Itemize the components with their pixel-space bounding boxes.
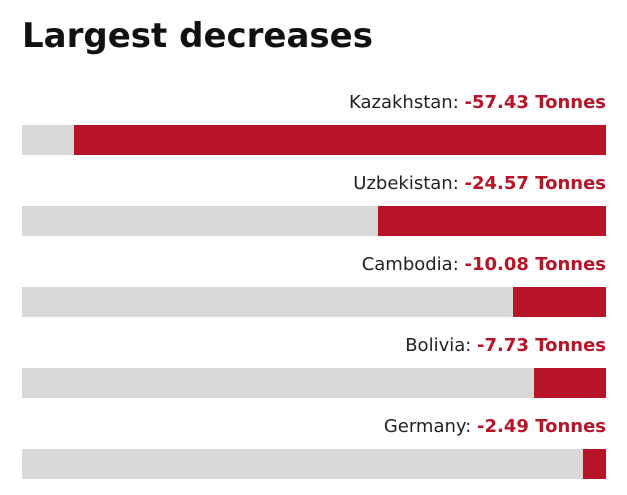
bar-label: Bolivia: -7.73 Tonnes [405, 335, 606, 356]
bar-label: Kazakhstan: -57.43 Tonnes [349, 92, 606, 113]
bar-track [22, 206, 606, 236]
value-label: -24.57 Tonnes [464, 173, 606, 194]
country-name: Uzbekistan [353, 173, 453, 194]
bar-label: Germany: -2.49 Tonnes [383, 416, 606, 437]
bar-track [22, 368, 606, 398]
chart-title: Largest decreases [22, 16, 373, 56]
bar-row-bolivia: Bolivia: -7.73 Tonnes [22, 333, 606, 403]
bar-track [22, 449, 606, 479]
bar-row-germany: Germany: -2.49 Tonnes [22, 414, 606, 484]
bar-row-cambodia: Cambodia: -10.08 Tonnes [22, 252, 606, 322]
value-label: -2.49 Tonnes [477, 416, 606, 437]
bar-fill [583, 449, 606, 479]
value-label: -10.08 Tonnes [464, 254, 606, 275]
bar-row-kazakhstan: Kazakhstan: -57.43 Tonnes [22, 90, 606, 160]
value-label: -7.73 Tonnes [477, 335, 606, 356]
bar-fill [74, 125, 606, 155]
bar-fill [378, 206, 606, 236]
bar-row-uzbekistan: Uzbekistan: -24.57 Tonnes [22, 171, 606, 241]
country-name: Germany [383, 416, 466, 437]
bar-track [22, 287, 606, 317]
value-label: -57.43 Tonnes [464, 92, 606, 113]
country-name: Bolivia [405, 335, 466, 356]
country-name: Cambodia [361, 254, 453, 275]
country-name: Kazakhstan [349, 92, 453, 113]
bar-label: Uzbekistan: -24.57 Tonnes [353, 173, 606, 194]
bar-fill [534, 368, 606, 398]
bar-track [22, 125, 606, 155]
bar-fill [513, 287, 606, 317]
bar-label: Cambodia: -10.08 Tonnes [361, 254, 606, 275]
